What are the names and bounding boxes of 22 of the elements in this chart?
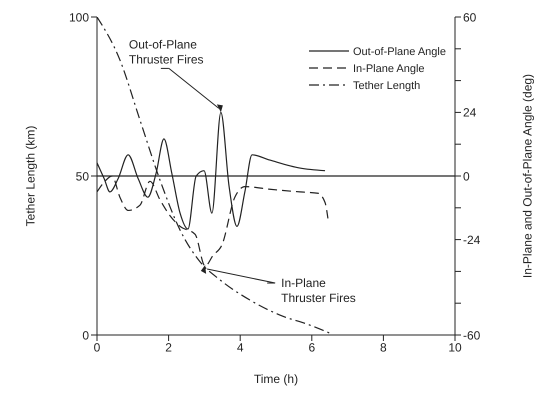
x-axis-title: Time (h) bbox=[254, 372, 298, 386]
x-tick-label: 0 bbox=[94, 340, 101, 355]
y-tick-label: 50 bbox=[76, 169, 90, 184]
y-tick-label: 100 bbox=[68, 10, 90, 24]
x-tick-label: 8 bbox=[380, 340, 388, 355]
y2-tick-label: 60 bbox=[463, 10, 477, 24]
x-tick-label: 10 bbox=[448, 340, 462, 355]
y2-axis-title: In-Plane and Out-of-Plane Angle (deg) bbox=[520, 74, 534, 278]
y2-tick-label: -24 bbox=[463, 232, 481, 247]
legend-label: Tether Length bbox=[353, 80, 420, 92]
x-tick-label: 6 bbox=[308, 340, 316, 355]
annotation: In-Plane Thruster Fires bbox=[281, 276, 356, 306]
y2-tick-label: 0 bbox=[463, 169, 470, 184]
y-tick-label: 0 bbox=[82, 328, 90, 342]
legend-label: In-Plane Angle bbox=[353, 63, 425, 75]
x-tick-label: 4 bbox=[236, 340, 244, 355]
x-tick-label: 2 bbox=[165, 340, 172, 355]
y2-tick-label: 24 bbox=[463, 106, 477, 120]
annotation: Out-of-Plane Thruster Fires bbox=[128, 37, 204, 66]
y-axis-title: Tether Length (km) bbox=[23, 126, 38, 226]
y2-tick-label: -60 bbox=[463, 328, 481, 342]
legend-label: Out-of-Plane Angle bbox=[353, 46, 446, 58]
